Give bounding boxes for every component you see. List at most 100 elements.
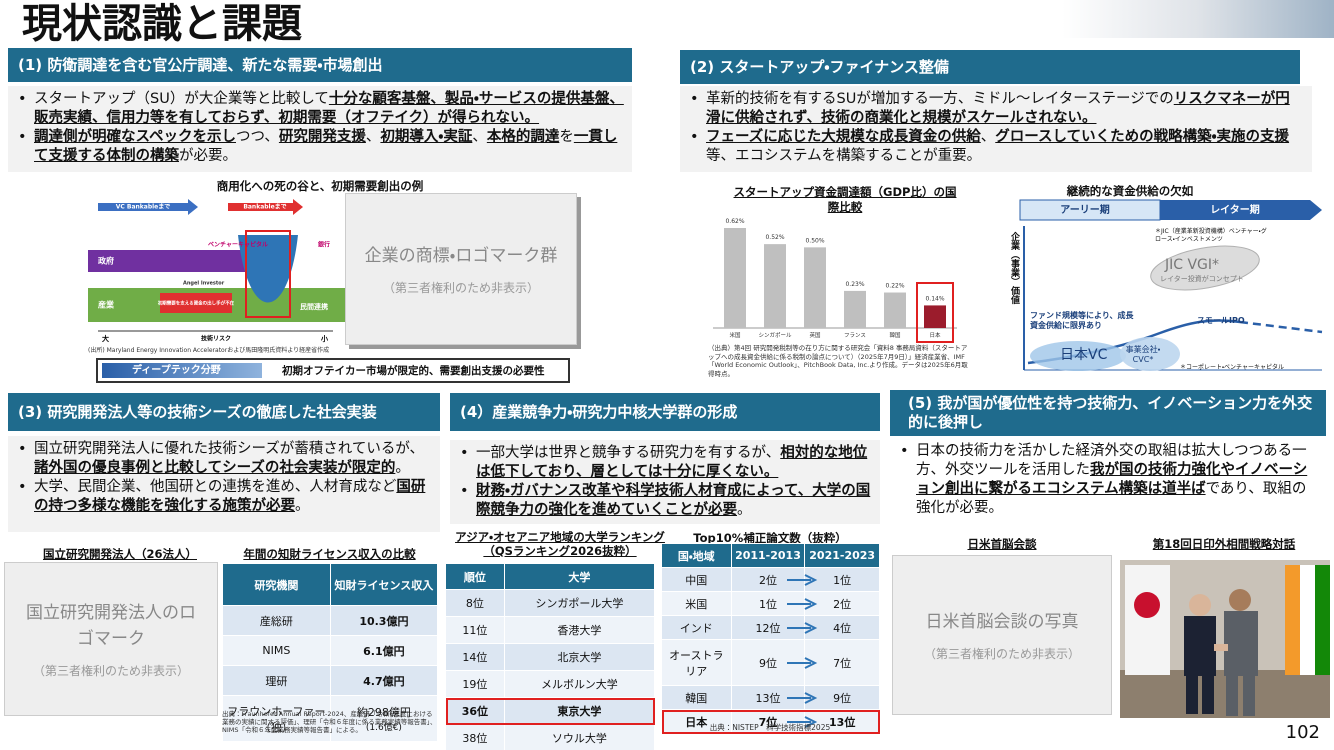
banner-right: 初期オフテイカー市場が限定的、需要創出支援の必要性 [282, 365, 545, 377]
cell: 6.1億円 [329, 635, 439, 666]
bullet-emphasis: 調達側が明確なスペックを示し [34, 129, 236, 145]
value-label: 0.62% [725, 218, 744, 225]
bullet-text: スタートアップ（SU）が大企業等と比較して [34, 91, 329, 107]
value-label: 0.14% [925, 295, 944, 302]
arrow [787, 715, 818, 728]
bullet: フェーズに応じた大規模な成長資金の供給、グロースしていくための戦略構築・実施の支… [688, 128, 1304, 166]
cell: シンガポール大学 [503, 589, 656, 617]
bullet-text: 。 [737, 502, 752, 518]
header-row: 順位 大学 [445, 563, 656, 590]
bullet-text: 、 [472, 129, 487, 145]
jic-label: JIC VGI* [1165, 257, 1220, 273]
bar [884, 292, 906, 328]
bullet: 一部大学は世界と競争する研究力を有するが、相対的な地位は低下しており、層としては… [458, 444, 872, 482]
bullet-text: 一部大学は世界と競争する研究力を有するが、 [476, 445, 781, 461]
bullet-emphasis: 初期導入・実証 [380, 129, 473, 145]
bullet-emphasis: 財務・ガバナンス改革や科学技術人材育成によって、大学の国際競争力の強化を進めてい… [476, 483, 871, 518]
bullet-emphasis: 十分な顧客基盤、製品・サービスの提供基盤、販売実績、信用力等を有しておらず、初期… [34, 91, 624, 126]
funding-gap-diagram [1019, 199, 1323, 371]
cell: 10.3億円 [329, 605, 439, 636]
bullet-emphasis: グロースしていくための戦略構築・実施の支援 [995, 129, 1290, 145]
chart-source: （出典）第4回 研究開発税制等の在り方に関する研究会「資料8 事務局資料（スター… [708, 344, 968, 378]
bullet: 日本の技術力を活かした経済外交の取組は拡大しつつある一方、外交ツールを活用した我… [898, 442, 1318, 518]
row: 日本 7位 13位 [661, 709, 880, 734]
source: (出所) Maryland Energy Innovation Accelera… [88, 347, 330, 354]
diagram-label: 小 [320, 334, 328, 343]
table-source: 出典：Fraunhofer Annual Report-2024、産総研「令和6… [222, 710, 437, 734]
value-label: 0.50% [805, 237, 824, 244]
diagram-label: ベンチャーキャピタル [208, 241, 268, 249]
logo-placeholder: 企業の商標・ロゴマーク群 （第三者権利のため非表示） [345, 193, 577, 345]
category-label: 米国 [729, 331, 741, 339]
diagram-label: 技術リスク [201, 335, 231, 343]
bar [724, 228, 746, 328]
arrow [787, 621, 818, 634]
cell: 中国 [661, 567, 732, 592]
caption: 年間の知財ライセンス収入の比較 [243, 547, 416, 561]
value-curve-dashed [1239, 320, 1323, 334]
bullet-text: 大学、民間企業、他国研との連携を進め、人材育成など [34, 479, 397, 495]
caption: 国立研究開発法人（26法人） [42, 547, 197, 561]
diagram-label: Angel Investor [183, 281, 225, 287]
arrow-shape [787, 656, 818, 669]
bullet-text: を [559, 129, 574, 145]
cell: 米国 [661, 591, 732, 616]
figure-title: 継続的な資金供給の欠如 [1066, 184, 1194, 198]
bullet-emphasis: 本格的調達 [486, 129, 560, 145]
bar [844, 290, 866, 328]
row: インド 12位 4位 [661, 615, 880, 640]
section-heading: (2) スタートアップ・ファイナンス整備 [680, 50, 1300, 84]
arrow [98, 199, 198, 215]
section-heading: (5) 我が国が優位性を持つ技術力、イノベーション力を外交的に後押し [890, 390, 1326, 436]
section-heading: (4）産業競争力・研究力中核大学群の形成 [450, 393, 880, 431]
corner-decoration [1062, 0, 1334, 38]
chart-title: スタートアップ資金調達額（GDP比）の国際比較 [733, 185, 957, 214]
section-body: スタートアップ（SU）が大企業等と比較して十分な顧客基盤、製品・サービスの提供基… [8, 86, 632, 172]
cell: 約298億円 (1.6億€) [329, 695, 439, 742]
arrow [228, 199, 303, 215]
table-source: 出典：NISTEP 科学技術指標2025 [709, 723, 831, 732]
bullet: スタートアップ（SU）が大企業等と比較して十分な顧客基盤、製品・サービスの提供基… [16, 90, 624, 128]
y-axis-label: 企業（事業）価値 [1009, 232, 1019, 304]
jic-oval [1150, 245, 1260, 291]
bullet-emphasis: フェーズに応じた大規模な成長資金の供給 [706, 129, 981, 145]
cell: インド [661, 615, 732, 640]
cell: 7位 [787, 639, 880, 686]
arrow-shape [787, 715, 818, 728]
cell: 2位 [787, 591, 880, 616]
bullet-text: 。 [295, 498, 310, 514]
later-label: レイター期 [1210, 205, 1260, 216]
section-body: 日本の技術力を活かした経済外交の取組は拡大しつつある一方、外交ツールを活用した我… [890, 438, 1326, 518]
bar [924, 305, 946, 328]
bullet-text: 日本の技術力を活かした経済外交の取組は拡大しつつある一方、外交ツールを活用した [916, 443, 1307, 478]
row: 36位 東京大学 [445, 697, 656, 725]
arrow [787, 691, 818, 704]
row: 米国 1位 2位 [661, 591, 880, 616]
diagram-label: VC Bankableまで [116, 203, 171, 211]
university-table: 順位 大学 8位 シンガポール大学 11位 香港大学 14位 北京大学 19位 メルボルン大学 36… [445, 563, 656, 750]
bullet-text: 革新的技術を有するSUが増加する一方、ミドル～レイターステージでの [706, 91, 1174, 107]
vc-label: 日本VC [1060, 347, 1108, 363]
later-stage-bar [1160, 200, 1322, 220]
gap-box [160, 293, 232, 313]
caption: 第18回日印外相間戦略対話 [1152, 537, 1296, 551]
value-label: 0.52% [765, 234, 784, 241]
category-label: 日本 [929, 331, 941, 339]
header-cell: 2011-2013 [730, 543, 806, 568]
cvc-note: ＊コーポレート・ベンチャーキャピタル [1180, 364, 1284, 371]
header-cell: 国・地域 [661, 543, 732, 568]
cell: 9位 [787, 685, 880, 710]
valley-frame [245, 230, 291, 318]
vc-oval [1030, 341, 1126, 371]
limit-note: ファンド規模等により、成長資金供給に限界あり [1030, 311, 1134, 330]
diagram-label: 産業 [98, 300, 115, 310]
diagram-label: 大 [102, 334, 109, 343]
arrow [787, 573, 818, 586]
placeholder-text: 国立研究開発法人のロゴマーク [26, 602, 196, 649]
section-body: 一部大学は世界と競争する研究力を有するが、相対的な地位は低下しており、層としては… [450, 440, 880, 524]
cell: オーストラリア [661, 639, 732, 686]
bullet-emphasis: 相対的な地位は低下しており、層としては十分に厚くない。 [476, 445, 868, 480]
row: 11位 香港大学 [445, 616, 656, 644]
jic-note: ＊JIC（産業革新投資機構）ベンチャー・グロース・インベストメンツ [1155, 228, 1267, 243]
